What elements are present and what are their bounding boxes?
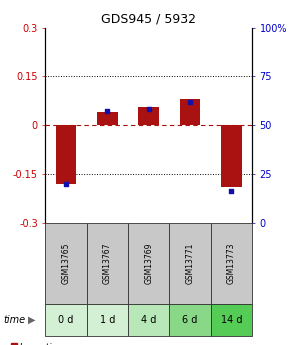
Text: 0 d: 0 d	[58, 315, 74, 325]
Bar	[180, 99, 200, 125]
Bar	[56, 125, 76, 184]
Bar	[87, 223, 128, 304]
Bar	[211, 223, 252, 304]
Point	[188, 99, 193, 105]
Bar	[128, 223, 169, 304]
Text: 6 d: 6 d	[182, 315, 198, 325]
Bar	[169, 304, 211, 336]
Point	[64, 181, 69, 186]
Text: ▶: ▶	[28, 315, 35, 325]
Bar	[128, 304, 169, 336]
Text: GSM13771: GSM13771	[185, 243, 195, 284]
Text: GSM13769: GSM13769	[144, 242, 153, 284]
Legend: log ratio, percentile rank within the sample: log ratio, percentile rank within the sa…	[10, 343, 173, 345]
Bar	[87, 304, 128, 336]
Text: 4 d: 4 d	[141, 315, 156, 325]
Text: 14 d: 14 d	[221, 315, 242, 325]
Text: time: time	[3, 315, 25, 325]
Point	[105, 109, 110, 114]
Text: 1 d: 1 d	[100, 315, 115, 325]
Text: GSM13773: GSM13773	[227, 242, 236, 284]
Point	[229, 189, 234, 194]
Text: GSM13765: GSM13765	[62, 242, 71, 284]
Bar	[97, 112, 118, 125]
Bar	[45, 223, 87, 304]
Text: GSM13767: GSM13767	[103, 242, 112, 284]
Point	[146, 107, 151, 112]
Title: GDS945 / 5932: GDS945 / 5932	[101, 12, 196, 25]
Bar	[221, 125, 242, 187]
Bar	[138, 107, 159, 125]
Bar	[169, 223, 211, 304]
Bar	[211, 304, 252, 336]
Bar	[45, 304, 87, 336]
